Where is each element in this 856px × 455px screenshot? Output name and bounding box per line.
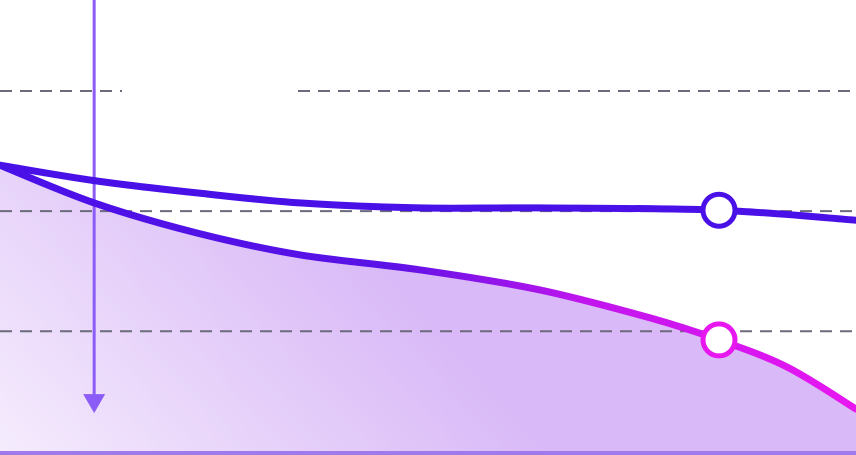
series-1-line <box>0 161 856 413</box>
marker-layer <box>700 191 738 359</box>
series-1-marker <box>700 321 738 359</box>
arrow-head <box>83 394 106 414</box>
arrow-layer <box>83 0 106 414</box>
series-0-marker <box>700 191 738 229</box>
